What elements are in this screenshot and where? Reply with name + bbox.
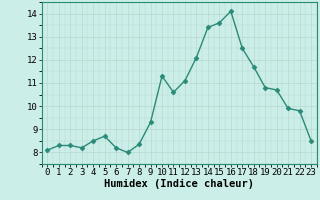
X-axis label: Humidex (Indice chaleur): Humidex (Indice chaleur) <box>104 179 254 189</box>
